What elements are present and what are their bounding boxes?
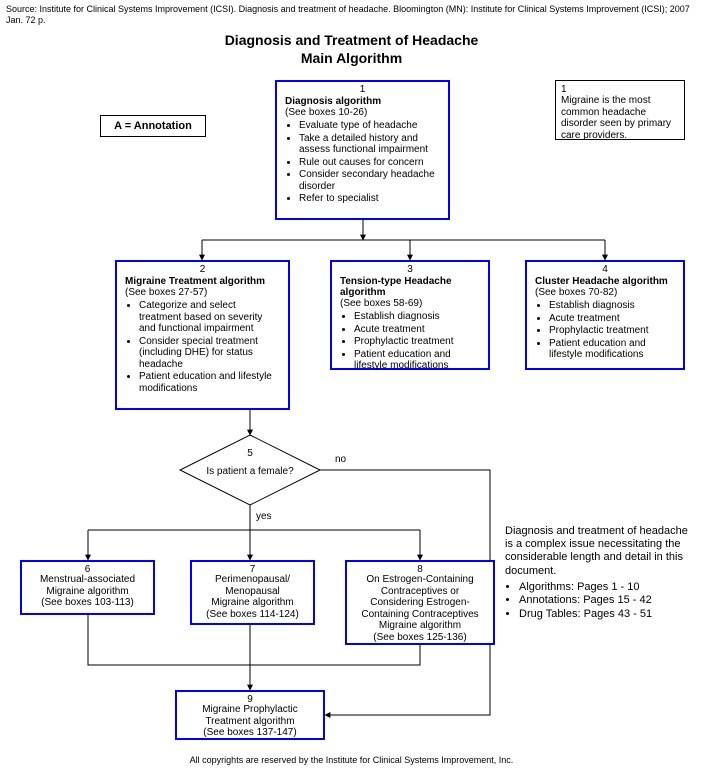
node8-l3: Considering Estrogen- (351, 597, 489, 609)
node6-l2: Migraine algorithm (26, 586, 149, 598)
copyright-line: All copyrights are reserved by the Insti… (0, 755, 703, 765)
node6-num: 6 (22, 564, 153, 576)
node2-title: Migraine Treatment algorithm (125, 276, 280, 287)
title-line2: Main Algorithm (301, 50, 402, 66)
bullet-item: Prophylactic treatment (354, 336, 480, 348)
decision-is-female: 5 Is patient a female? (180, 448, 320, 477)
flowchart-canvas: Source: Institute for Clinical Systems I… (0, 0, 703, 772)
decision-num: 5 (180, 448, 320, 460)
node1-bullets: Evaluate type of headacheTake a detailed… (285, 120, 440, 205)
node7-l3: Migraine algorithm (196, 597, 309, 609)
bullet-item: Refer to specialist (299, 193, 440, 205)
node6-l1: Menstrual-associated (26, 574, 149, 586)
node9-sub: (See boxes 137-147) (181, 727, 319, 739)
node-menstrual-migraine: 6 Menstrual-associated Migraine algorith… (20, 560, 155, 615)
page-title: Diagnosis and Treatment of Headache Main… (0, 32, 703, 68)
bullet-item: Annotations: Pages 15 - 42 (519, 594, 690, 607)
node8-l5: Migraine algorithm (351, 620, 489, 632)
source-citation: Source: Institute for Clinical Systems I… (6, 4, 696, 26)
title-line1: Diagnosis and Treatment of Headache (225, 32, 479, 48)
node8-num: 8 (347, 564, 493, 576)
note-box-1: 1 Migraine is the most common headache d… (555, 80, 685, 140)
legend-text: A = Annotation (114, 120, 192, 132)
node3-sub: (See boxes 58-69) (340, 298, 480, 309)
bullet-item: Patient education and lifestyle modifica… (354, 349, 480, 372)
bullet-item: Categorize and select treatment based on… (139, 300, 280, 335)
node2-bullets: Categorize and select treatment based on… (125, 300, 280, 394)
node3-bullets: Establish diagnosisAcute treatmentProphy… (340, 311, 480, 372)
bullet-item: Patient education and lifestyle modifica… (139, 371, 280, 394)
node4-bullets: Establish diagnosisAcute treatmentProphy… (535, 300, 675, 361)
sidenote-list: Algorithms: Pages 1 - 10Annotations: Pag… (505, 581, 690, 621)
edge-label-no: no (335, 454, 346, 465)
node7-num: 7 (192, 564, 313, 576)
node9-l2: Treatment algorithm (181, 716, 319, 728)
node-perimenopausal-migraine: 7 Perimenopausal/ Menopausal Migraine al… (190, 560, 315, 625)
bullet-item: Drug Tables: Pages 43 - 51 (519, 608, 690, 621)
node7-sub: (See boxes 114-124) (196, 609, 309, 621)
note1-text: Migraine is the most common headache dis… (561, 95, 679, 141)
node7-l1: Perimenopausal/ (196, 574, 309, 586)
bullet-item: Algorithms: Pages 1 - 10 (519, 581, 690, 594)
node-tension-type: 3 Tension-type Headache algorithm (See b… (330, 260, 490, 370)
node4-title: Cluster Headache algorithm (535, 276, 675, 287)
bullet-item: Establish diagnosis (354, 311, 480, 323)
node1-sub: (See boxes 10-26) (285, 107, 440, 118)
node1-title: Diagnosis algorithm (285, 96, 440, 107)
bullet-item: Take a detailed history and assess funct… (299, 133, 440, 156)
node9-l1: Migraine Prophylactic (181, 704, 319, 716)
node3-title: Tension-type Headache algorithm (340, 276, 480, 298)
edge-label-yes: yes (256, 511, 272, 522)
bullet-item: Evaluate type of headache (299, 120, 440, 132)
node-diagnosis-algorithm: 1 Diagnosis algorithm (See boxes 10-26) … (275, 80, 450, 220)
node4-num: 4 (527, 264, 683, 275)
bullet-item: Consider secondary headache disorder (299, 169, 440, 192)
node4-sub: (See boxes 70-82) (535, 287, 675, 298)
bullet-item: Acute treatment (354, 324, 480, 336)
bullet-item: Patient education and lifestyle modifica… (549, 338, 675, 361)
node-migraine-treatment: 2 Migraine Treatment algorithm (See boxe… (115, 260, 290, 410)
bullet-item: Establish diagnosis (549, 300, 675, 312)
bullet-item: Acute treatment (549, 313, 675, 325)
node-estrogen-contraceptive-migraine: 8 On Estrogen-Containing Contraceptives … (345, 560, 495, 645)
node2-sub: (See boxes 27-57) (125, 287, 280, 298)
note1-num: 1 (561, 84, 679, 95)
node1-num: 1 (277, 84, 448, 95)
decision-question: Is patient a female? (180, 466, 320, 478)
bullet-item: Consider special treatment (including DH… (139, 336, 280, 371)
node-migraine-prophylactic: 9 Migraine Prophylactic Treatment algori… (175, 690, 325, 740)
node8-l1: On Estrogen-Containing (351, 574, 489, 586)
sidenote-intro: Diagnosis and treatment of headache is a… (505, 525, 690, 578)
node-cluster-headache: 4 Cluster Headache algorithm (See boxes … (525, 260, 685, 370)
sidenote-pages: Diagnosis and treatment of headache is a… (505, 525, 690, 622)
node3-num: 3 (332, 264, 488, 275)
node2-num: 2 (117, 264, 288, 275)
node9-num: 9 (177, 694, 323, 706)
bullet-item: Rule out causes for concern (299, 157, 440, 169)
node8-l2: Contraceptives or (351, 586, 489, 598)
node7-l2: Menopausal (196, 586, 309, 598)
legend-box: A = Annotation (100, 115, 206, 137)
node8-sub: (See boxes 125-136) (351, 632, 489, 644)
bullet-item: Prophylactic treatment (549, 325, 675, 337)
node6-sub: (See boxes 103-113) (26, 597, 149, 609)
node8-l4: Containing Contraceptives (351, 609, 489, 621)
